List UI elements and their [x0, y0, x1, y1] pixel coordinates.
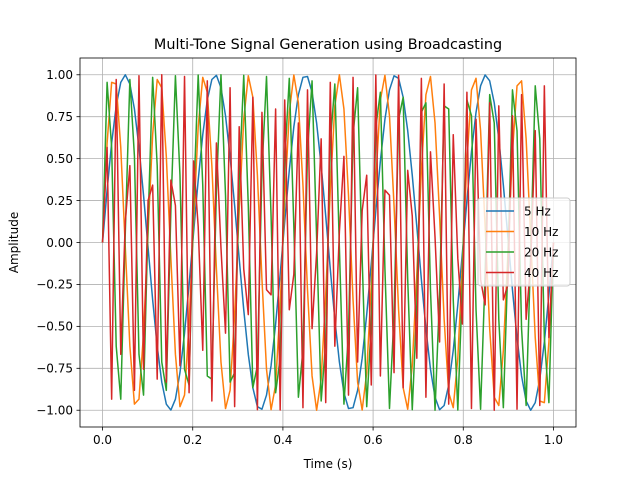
x-tick-label: 1.0	[544, 433, 563, 447]
legend-label: 20 Hz	[524, 245, 558, 259]
y-tick-label: −1.00	[36, 404, 73, 418]
y-tick-label: −0.75	[36, 362, 73, 376]
y-tick-label: −0.25	[36, 278, 73, 292]
y-axis: −1.00 −0.75 −0.50 −0.25 0.00 0.25 0.50 0.75 1.00	[36, 68, 80, 418]
legend-label: 5 Hz	[524, 204, 551, 218]
x-axis: 0.0 0.2 0.4 0.6 0.8 1.0	[93, 427, 563, 447]
y-tick-label: 0.75	[46, 110, 73, 124]
y-tick-label: 0.50	[46, 152, 73, 166]
y-tick-label: 0.25	[46, 194, 73, 208]
legend-label: 40 Hz	[524, 266, 558, 280]
x-tick-label: 0.4	[273, 433, 292, 447]
x-tick-label: 0.0	[93, 433, 112, 447]
y-tick-label: 0.00	[46, 236, 73, 250]
legend: 5 Hz 10 Hz 20 Hz 40 Hz	[477, 197, 571, 287]
y-tick-label: −0.50	[36, 320, 73, 334]
x-axis-label: Time (s)	[303, 457, 353, 471]
x-tick-label: 0.2	[183, 433, 202, 447]
x-tick-label: 0.8	[454, 433, 473, 447]
chart-title: Multi-Tone Signal Generation using Broad…	[154, 37, 502, 53]
x-tick-label: 0.6	[364, 433, 383, 447]
y-tick-label: 1.00	[46, 68, 73, 82]
legend-label: 10 Hz	[524, 225, 558, 239]
legend-box	[477, 197, 571, 287]
y-axis-label: Amplitude	[7, 212, 21, 274]
